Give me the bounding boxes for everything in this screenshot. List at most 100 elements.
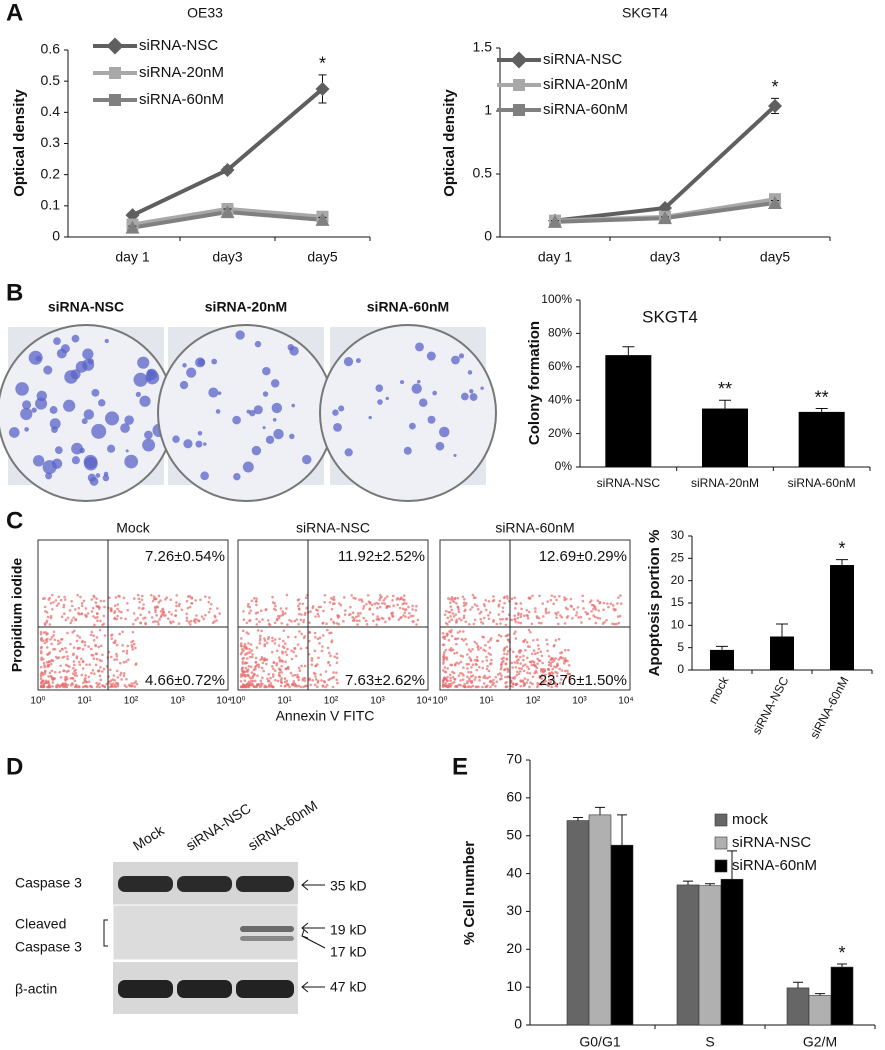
- event: [335, 652, 339, 656]
- event: [475, 663, 478, 667]
- event: [456, 606, 460, 609]
- event: [513, 661, 517, 664]
- event: [194, 621, 197, 624]
- event: [462, 666, 465, 669]
- event: [271, 675, 275, 678]
- event: [314, 678, 318, 681]
- event: [296, 604, 300, 608]
- event: [344, 609, 347, 612]
- event: [304, 596, 308, 599]
- event: [45, 633, 49, 636]
- event: [280, 664, 283, 668]
- event: [442, 660, 445, 664]
- point: [125, 220, 140, 234]
- y-tick-label: 40%: [548, 392, 572, 406]
- colony: [249, 410, 256, 417]
- colony: [172, 435, 180, 443]
- event: [550, 671, 554, 674]
- event: [298, 602, 301, 606]
- event: [571, 616, 574, 620]
- event: [98, 685, 101, 689]
- event: [444, 681, 448, 685]
- event: [47, 682, 51, 686]
- event: [451, 612, 455, 615]
- event: [463, 684, 466, 688]
- event: [596, 599, 600, 603]
- x-tick-label: G2/M: [803, 1034, 837, 1050]
- event: [244, 666, 248, 670]
- event: [462, 614, 466, 618]
- event: [243, 679, 247, 682]
- colony: [291, 403, 296, 408]
- colony: [197, 358, 206, 366]
- event: [78, 663, 82, 666]
- event: [150, 593, 153, 597]
- event: [130, 682, 134, 685]
- event: [43, 670, 47, 674]
- event: [134, 662, 138, 666]
- event: [594, 615, 597, 619]
- event: [50, 658, 54, 662]
- event: [555, 674, 559, 678]
- event: [119, 616, 123, 620]
- legend-swatch: [510, 51, 528, 69]
- event: [121, 644, 124, 647]
- event: [375, 617, 379, 621]
- event: [296, 643, 300, 646]
- event: [142, 603, 145, 606]
- event: [528, 645, 531, 649]
- event: [49, 614, 53, 618]
- event: [94, 644, 97, 647]
- event: [415, 623, 418, 626]
- event: [454, 613, 458, 616]
- x-tick-label: siRNA-60nM: [788, 476, 856, 490]
- event: [95, 636, 99, 639]
- annotation: *: [319, 54, 326, 74]
- event: [391, 598, 394, 602]
- event: [399, 616, 402, 620]
- event: [114, 596, 118, 599]
- event: [59, 664, 62, 668]
- event: [65, 685, 69, 689]
- event: [516, 670, 519, 674]
- event: [473, 678, 477, 681]
- event: [300, 632, 304, 636]
- event: [95, 681, 98, 685]
- event: [495, 680, 499, 683]
- event: [541, 673, 544, 677]
- event: [544, 607, 548, 611]
- event: [311, 606, 315, 610]
- event: [481, 622, 485, 625]
- event: [276, 679, 280, 683]
- event: [130, 640, 133, 644]
- event: [255, 600, 258, 603]
- y-tick-label: 0.1: [41, 197, 61, 213]
- event: [55, 604, 59, 607]
- event: [159, 610, 163, 613]
- event: [76, 593, 79, 597]
- error-bar: [622, 346, 635, 356]
- colony: [102, 474, 110, 482]
- y-tick-label: 25: [671, 551, 685, 565]
- event: [496, 639, 500, 643]
- event: [590, 603, 594, 607]
- event: [185, 599, 189, 603]
- event: [66, 631, 69, 635]
- event: [281, 650, 284, 654]
- event: [466, 681, 469, 685]
- event: [332, 621, 336, 625]
- chart-title: SKGT4: [622, 5, 668, 21]
- event: [79, 595, 82, 599]
- event: [279, 607, 283, 610]
- event: [262, 669, 265, 673]
- event: [102, 599, 106, 603]
- event: [543, 668, 546, 671]
- colony: [385, 396, 389, 401]
- event: [379, 596, 382, 600]
- bar: [770, 636, 794, 670]
- colony: [133, 372, 148, 387]
- event: [517, 658, 520, 661]
- event: [513, 632, 516, 636]
- event: [247, 602, 250, 606]
- event: [258, 642, 262, 645]
